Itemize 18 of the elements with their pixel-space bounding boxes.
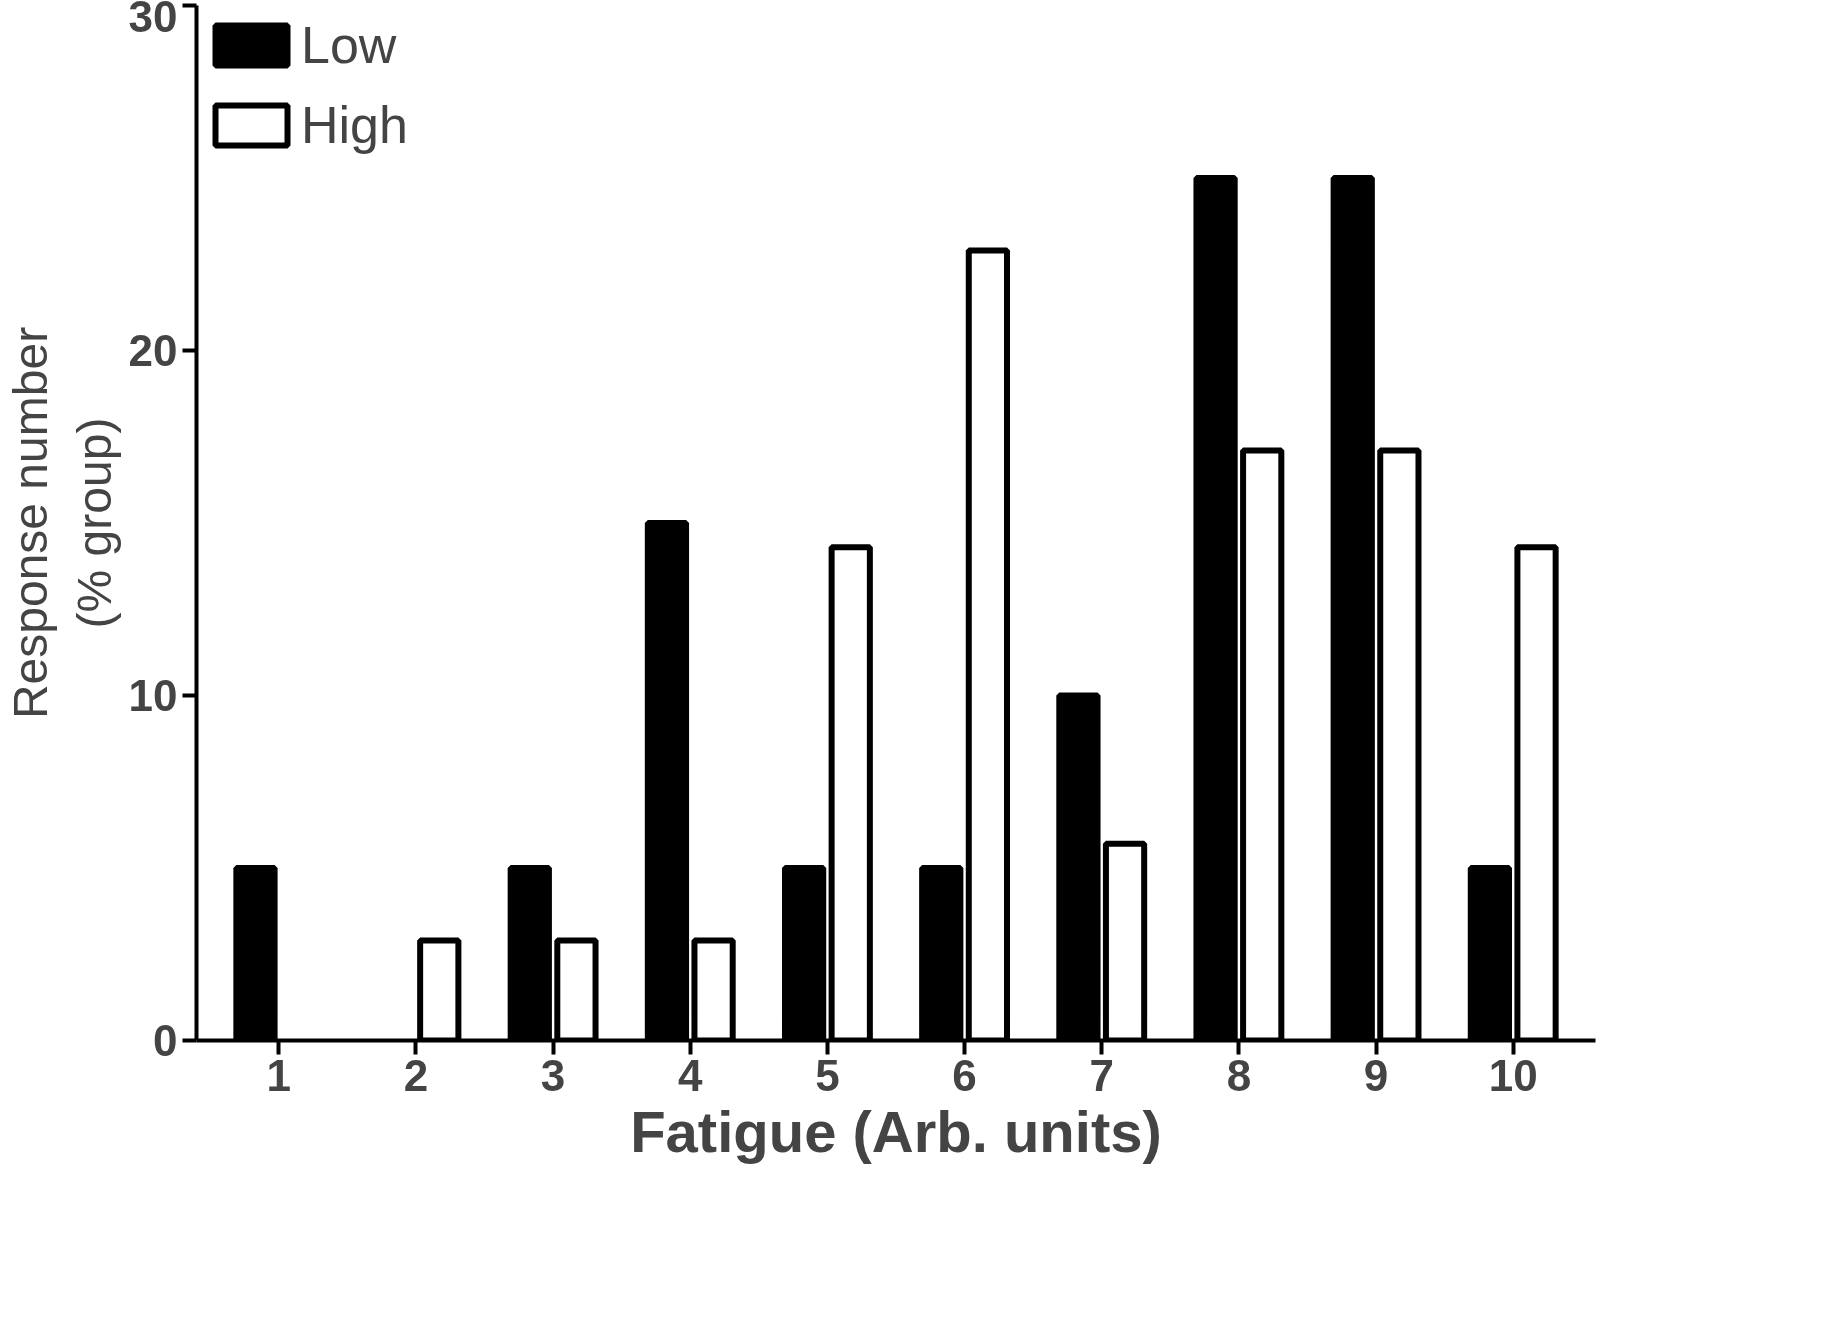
x-tick-label: 10 [1488,1050,1538,1100]
y-tick-label: 30 [128,0,178,41]
x-tick-label: 2 [403,1050,429,1100]
x-tick-label: 9 [1363,1050,1389,1100]
x-tick-label: 8 [1226,1050,1252,1100]
y-axis-title: Response number (% group) [3,326,121,720]
x-tick-label: 4 [678,1050,704,1100]
x-tick-label: 7 [1089,1050,1114,1100]
y-tick-label: 10 [128,671,178,720]
x-tick-label: 6 [952,1050,977,1100]
legend-label: Low [301,15,397,75]
x-tick-label: 1 [266,1050,292,1100]
y-tick-label: 20 [128,326,178,375]
legend-label: High [301,95,408,155]
x-tick-label: 5 [815,1050,840,1100]
y-tick-label: 0 [153,1016,178,1065]
x-axis-title: Fatigue (Arb. units) [630,1098,1162,1164]
x-tick-label: 3 [540,1050,566,1100]
